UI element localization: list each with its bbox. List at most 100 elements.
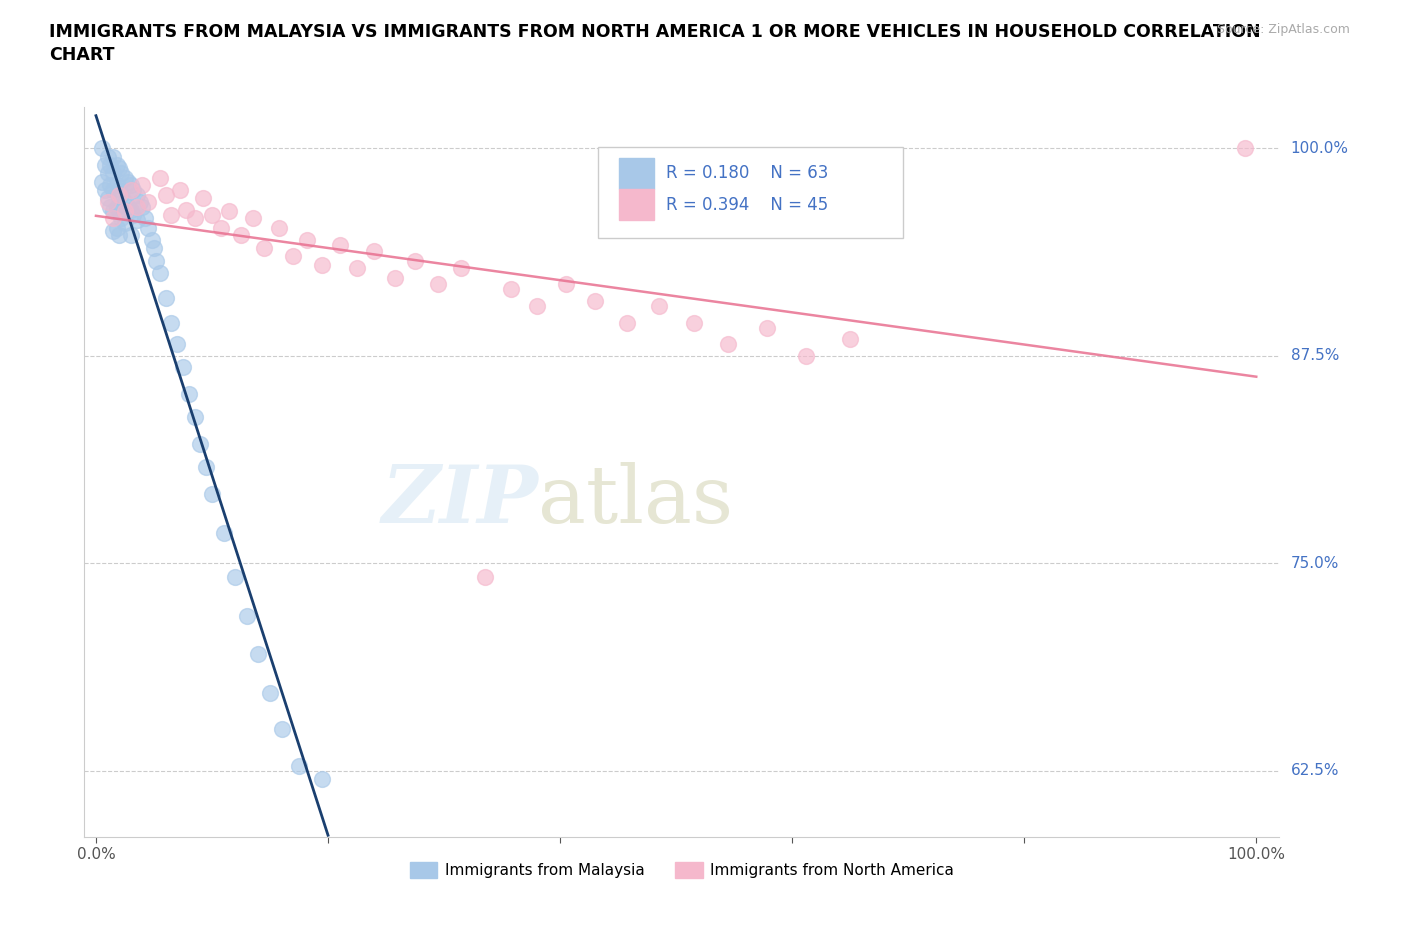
Point (201, 207, 224, 222)
Point (129, 194, 152, 209)
Point (474, 569, 496, 584)
Text: 100.0%: 100.0% (1291, 141, 1348, 156)
Point (160, 207, 183, 222)
Text: R = 0.180    N = 63: R = 0.180 N = 63 (666, 165, 828, 182)
Point (94, 157, 117, 172)
Text: IMMIGRANTS FROM MALAYSIA VS IMMIGRANTS FROM NORTH AMERICA 1 OR MORE VEHICLES IN : IMMIGRANTS FROM MALAYSIA VS IMMIGRANTS F… (49, 23, 1261, 41)
Point (98, 178, 121, 193)
Point (682, 315, 704, 330)
Point (149, 171, 172, 186)
Point (125, 212, 148, 227)
Point (311, 257, 333, 272)
Point (114, 194, 136, 209)
Text: 62.5%: 62.5% (1291, 764, 1339, 778)
Point (177, 387, 200, 402)
Point (110, 188, 132, 203)
Point (201, 486, 224, 501)
Point (108, 188, 131, 203)
Bar (619, 158, 654, 189)
Point (103, 211, 125, 226)
Point (134, 211, 156, 226)
Point (236, 609, 259, 624)
Point (94, 182, 117, 197)
Point (229, 227, 252, 242)
Legend: Immigrants from Malaysia, Immigrants from North America: Immigrants from Malaysia, Immigrants fro… (404, 856, 960, 884)
Point (98, 157, 121, 172)
Point (122, 207, 145, 222)
Point (125, 199, 148, 214)
Point (105, 157, 128, 172)
Text: Source: ZipAtlas.com: Source: ZipAtlas.com (1216, 23, 1350, 36)
Point (384, 271, 406, 286)
Point (98, 199, 121, 214)
Text: 87.5%: 87.5% (1291, 349, 1339, 364)
Point (103, 204, 125, 219)
Point (283, 249, 305, 264)
Point (103, 224, 125, 239)
Point (169, 182, 191, 197)
Point (346, 260, 368, 275)
Point (839, 332, 862, 347)
Point (105, 199, 128, 214)
Point (108, 204, 131, 219)
Point (583, 294, 606, 309)
Point (242, 211, 264, 226)
Point (191, 191, 214, 206)
Point (136, 194, 159, 209)
Point (363, 244, 385, 259)
Point (404, 254, 426, 269)
Point (212, 526, 235, 541)
Point (97, 150, 120, 165)
Point (160, 315, 183, 330)
Point (108, 227, 131, 242)
Point (120, 227, 142, 242)
Point (105, 178, 128, 193)
Point (218, 204, 240, 219)
Point (120, 203, 142, 218)
Point (103, 150, 125, 165)
Point (176, 203, 198, 218)
Point (450, 260, 472, 275)
Point (114, 216, 136, 231)
Point (114, 171, 136, 186)
Text: atlas: atlas (538, 462, 734, 540)
Point (253, 241, 276, 256)
Point (114, 204, 136, 219)
Point (90, 174, 112, 189)
Point (110, 166, 132, 180)
FancyBboxPatch shape (599, 147, 903, 238)
Point (103, 182, 125, 197)
Point (155, 188, 177, 203)
Point (108, 161, 131, 176)
Text: R = 0.394    N = 45: R = 0.394 N = 45 (666, 196, 828, 214)
Point (131, 178, 153, 193)
Point (90, 141, 112, 156)
Point (122, 182, 145, 197)
Point (647, 299, 669, 313)
Point (616, 315, 638, 330)
Point (329, 237, 352, 252)
Point (136, 220, 159, 235)
Point (183, 410, 205, 425)
Point (427, 277, 450, 292)
Point (755, 320, 778, 335)
Point (125, 188, 148, 203)
Point (103, 166, 125, 180)
Point (295, 232, 318, 247)
Point (97, 166, 120, 180)
Point (247, 647, 270, 662)
Point (717, 337, 740, 352)
Point (195, 459, 218, 474)
Point (288, 758, 311, 773)
Point (131, 199, 153, 214)
Point (554, 277, 576, 292)
Point (145, 254, 167, 269)
Point (155, 290, 177, 305)
Point (149, 265, 172, 280)
Text: ZIP: ZIP (381, 462, 538, 540)
Text: 75.0%: 75.0% (1291, 556, 1339, 571)
Point (97, 191, 120, 206)
Point (311, 772, 333, 787)
Point (224, 569, 246, 584)
Point (259, 685, 281, 700)
